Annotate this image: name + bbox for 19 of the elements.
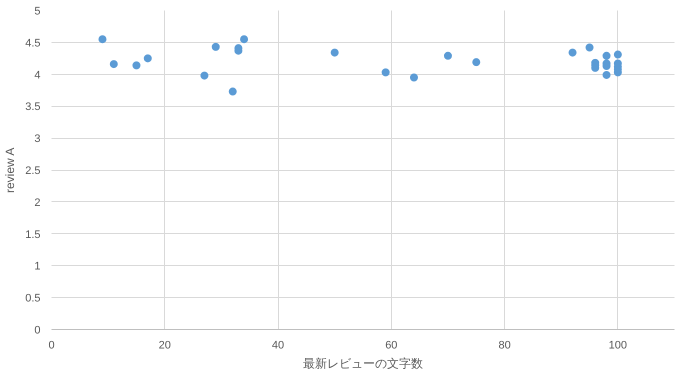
y-tick-label: 3 <box>34 133 41 146</box>
x-axis-title: 最新レビューの文字数 <box>303 356 423 370</box>
x-tick-label: 60 <box>385 340 398 352</box>
y-tick-label: 4 <box>34 69 41 82</box>
y-tick-label: 1 <box>34 260 41 273</box>
x-tick-label: 0 <box>48 340 55 352</box>
y-tick-label: 4.5 <box>25 37 41 50</box>
y-axis-title: review A <box>3 148 18 194</box>
x-tick-label: 80 <box>498 340 511 352</box>
x-tick-label: 40 <box>272 340 284 352</box>
y-tick-label: 3.5 <box>25 101 41 114</box>
y-tick-label: 2.5 <box>25 165 41 177</box>
y-tick-label: 5 <box>34 6 41 18</box>
y-tick-label: 0 <box>34 324 41 336</box>
y-tick-label: 2 <box>34 196 41 209</box>
x-tick-label: 100 <box>608 340 628 352</box>
y-tick-label: 0.5 <box>25 292 41 305</box>
y-tick-label: 1.5 <box>25 228 41 241</box>
x-tick-label: 20 <box>158 340 171 352</box>
